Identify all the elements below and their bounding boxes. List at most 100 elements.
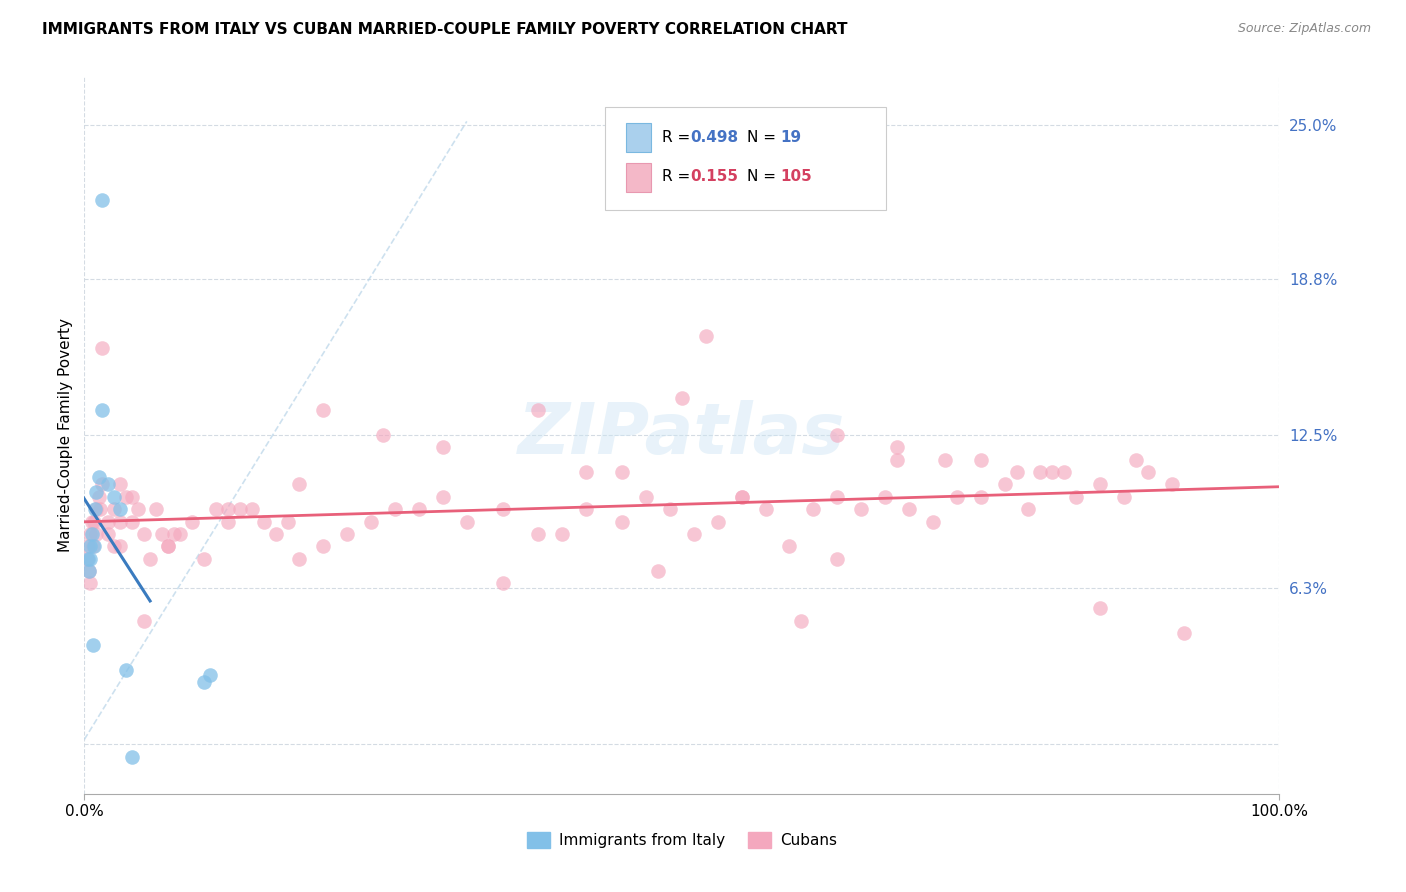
Point: [80, 527, 103, 541]
Point: [970, 452, 993, 467]
Point: [79, 576, 101, 591]
Point: [229, 502, 252, 516]
Point: [1029, 465, 1052, 479]
Point: [408, 502, 430, 516]
Point: [157, 539, 180, 553]
Text: 0.155: 0.155: [690, 169, 738, 184]
Point: [127, 502, 149, 516]
Point: [77, 564, 100, 578]
Point: [575, 465, 598, 479]
Text: N =: N =: [747, 169, 780, 184]
Point: [612, 465, 634, 479]
Point: [79, 551, 101, 566]
Point: [373, 427, 395, 442]
Point: [193, 551, 215, 566]
Point: [803, 502, 825, 516]
Point: [132, 527, 156, 541]
Point: [87, 470, 110, 484]
Point: [922, 515, 945, 529]
Point: [76, 551, 98, 566]
Point: [1053, 465, 1076, 479]
Point: [86, 502, 108, 516]
Point: [432, 440, 454, 454]
Point: [198, 668, 221, 682]
Point: [551, 527, 574, 541]
Point: [157, 539, 180, 553]
Point: [97, 515, 120, 529]
Point: [934, 452, 956, 467]
Point: [875, 490, 897, 504]
Point: [1018, 502, 1040, 516]
Point: [731, 490, 754, 504]
Point: [103, 502, 125, 516]
Point: [492, 502, 515, 516]
Point: [432, 490, 454, 504]
Point: [336, 527, 359, 541]
Point: [827, 490, 849, 504]
Point: [110, 539, 132, 553]
Point: [86, 527, 108, 541]
Text: 0.498: 0.498: [690, 130, 738, 145]
Point: [91, 477, 114, 491]
Point: [169, 527, 191, 541]
Point: [851, 502, 873, 516]
Point: [77, 551, 100, 566]
Point: [77, 564, 100, 578]
Point: [193, 675, 215, 690]
Text: 19: 19: [780, 130, 801, 145]
Point: [82, 638, 104, 652]
Point: [827, 427, 849, 442]
Point: [264, 527, 287, 541]
Point: [115, 663, 138, 677]
Text: Source: ZipAtlas.com: Source: ZipAtlas.com: [1237, 22, 1371, 36]
Point: [994, 477, 1017, 491]
Point: [89, 502, 111, 516]
Point: [115, 490, 138, 504]
Point: [83, 539, 105, 553]
Point: [253, 515, 276, 529]
Point: [91, 193, 114, 207]
Point: [1066, 490, 1088, 504]
Point: [139, 551, 162, 566]
Point: [150, 527, 173, 541]
Point: [91, 341, 114, 355]
Point: [97, 477, 120, 491]
Point: [659, 502, 682, 516]
Point: [707, 515, 730, 529]
Point: [79, 539, 101, 553]
Point: [1161, 477, 1184, 491]
Point: [312, 539, 335, 553]
Point: [79, 527, 101, 541]
Point: [312, 403, 335, 417]
Text: 105: 105: [780, 169, 813, 184]
Point: [110, 477, 132, 491]
Point: [456, 515, 478, 529]
Point: [946, 490, 969, 504]
Point: [80, 515, 103, 529]
Point: [217, 515, 239, 529]
Point: [492, 576, 515, 591]
Text: R =: R =: [662, 130, 696, 145]
Point: [779, 539, 801, 553]
Point: [86, 484, 108, 499]
Point: [827, 551, 849, 566]
Point: [91, 403, 114, 417]
Point: [886, 452, 908, 467]
Point: [1114, 490, 1136, 504]
Point: [84, 502, 107, 516]
Point: [575, 502, 598, 516]
Point: [1173, 626, 1195, 640]
Point: [217, 502, 239, 516]
Point: [77, 539, 100, 553]
Text: ZIPatlas: ZIPatlas: [519, 401, 845, 469]
Point: [1042, 465, 1064, 479]
Point: [790, 614, 813, 628]
Point: [132, 614, 156, 628]
Point: [240, 502, 263, 516]
Point: [636, 490, 658, 504]
Point: [97, 527, 120, 541]
Point: [527, 403, 550, 417]
Point: [683, 527, 706, 541]
Point: [288, 551, 311, 566]
Point: [288, 477, 311, 491]
